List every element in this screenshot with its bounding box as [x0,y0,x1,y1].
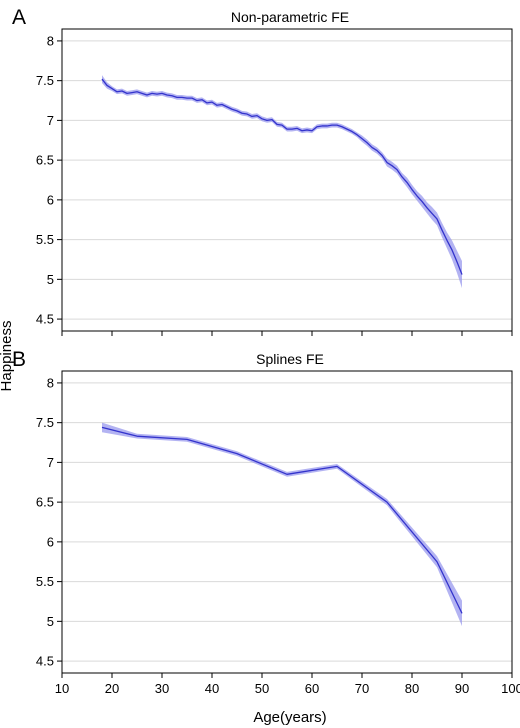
panel-a-letter: A [12,6,26,29]
panel-b-plot-frame [61,370,513,674]
panel-a-y-tick-label: 6.5 [36,153,54,168]
panel-b-y-tick-label: 7.5 [36,415,54,430]
panel-a-y-tick-label: 5.5 [36,232,54,247]
panel-b-x-tick-label: 30 [155,681,169,696]
panel-b-x-tick-label: 50 [255,681,269,696]
panel-b-x-tick-label: 70 [355,681,369,696]
y-axis-title: Happiness [0,321,15,392]
panel-b-x-tick-label: 10 [55,681,69,696]
panel-b-x-tick-label: 90 [455,681,469,696]
panel-b-confidence-band [102,422,462,627]
panel-b-x-tick-label: 20 [105,681,119,696]
panel-b-x-tick-label: 40 [205,681,219,696]
panel-a-y-tick-label: 7 [47,113,54,128]
panel-b-title: Splines FE [256,351,324,367]
panel-a-confidence-band [102,75,462,289]
panel-b-y-tick-label: 5 [47,614,54,629]
panel-b-y-tick-label: 6 [47,534,54,549]
panel-b-y-tick-label: 6.5 [36,495,54,510]
panel-a-plot-frame [61,28,513,332]
panel-a-series-line [101,78,463,275]
panel-b-y-tick-label: 4.5 [36,654,54,669]
panel-a-y-tick-label: 5 [47,272,54,287]
panel-a-y-tick-label: 7.5 [36,73,54,88]
panel-b-x-tick-label: 100 [501,681,520,696]
panel-b-x-tick-label: 80 [405,681,419,696]
panel-a-title: Non-parametric FE [231,9,349,25]
panel-a-y-tick-label: 8 [47,33,54,48]
panel-b-y-tick-label: 7 [47,455,54,470]
panel-b-y-tick-label: 5.5 [36,574,54,589]
panel-b: B Splines FE 4.5 5 5.5 6 6.5 7 7.5 8 10 20 30 40 50 6… [12,348,520,696]
x-axis-title: Age(years) [253,709,326,726]
panel-b-letter: B [12,348,26,371]
panel-b-y-tick-label: 8 [47,375,54,390]
panel-a: A Non-parametric FE 4.5 5 5.5 6 6.5 7 7.5 8 [12,6,513,336]
panel-a-y-tick-label: 6 [47,192,54,207]
panel-b-series-line [101,426,463,614]
panel-b-x-tick-label: 60 [305,681,319,696]
panel-a-y-tick-label: 4.5 [36,312,54,327]
